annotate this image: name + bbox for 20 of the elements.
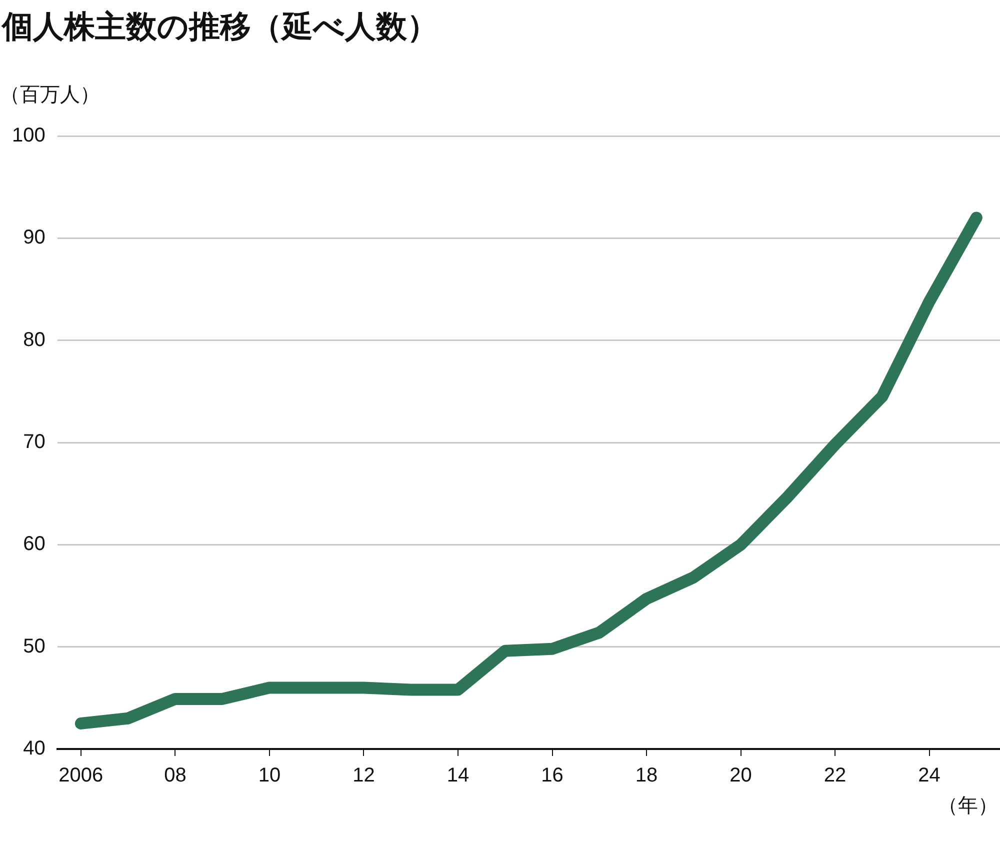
x-tick-label: 22 bbox=[824, 764, 846, 787]
x-tick-label: 20 bbox=[730, 764, 752, 787]
x-tick-label: 10 bbox=[258, 764, 281, 787]
x-tick-label: 14 bbox=[446, 764, 470, 787]
x-tick-label: 16 bbox=[541, 764, 564, 787]
x-axis-title: （年） bbox=[938, 793, 998, 818]
y-tick-label: 70 bbox=[23, 431, 46, 454]
x-tick-label: 2006 bbox=[58, 764, 104, 787]
x-tick-label: 18 bbox=[635, 764, 658, 787]
y-tick-label: 90 bbox=[23, 226, 46, 249]
chart-title: 個人株主数の推移（延べ人数） bbox=[0, 8, 439, 47]
y-tick-label: 60 bbox=[23, 533, 46, 556]
x-tick-label: 08 bbox=[164, 764, 186, 787]
x-tick-label: 24 bbox=[918, 764, 940, 787]
y-tick-label: 80 bbox=[23, 328, 46, 351]
y-tick-label: 100 bbox=[12, 124, 46, 147]
y-tick-label: 50 bbox=[23, 635, 46, 658]
y-tick-label: 40 bbox=[23, 738, 46, 760]
x-tick-label: 12 bbox=[352, 764, 375, 787]
y-axis-title: （百万人） bbox=[0, 82, 100, 106]
